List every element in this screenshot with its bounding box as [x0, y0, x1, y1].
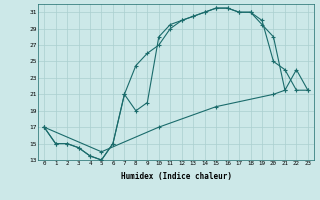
X-axis label: Humidex (Indice chaleur): Humidex (Indice chaleur) [121, 172, 231, 181]
